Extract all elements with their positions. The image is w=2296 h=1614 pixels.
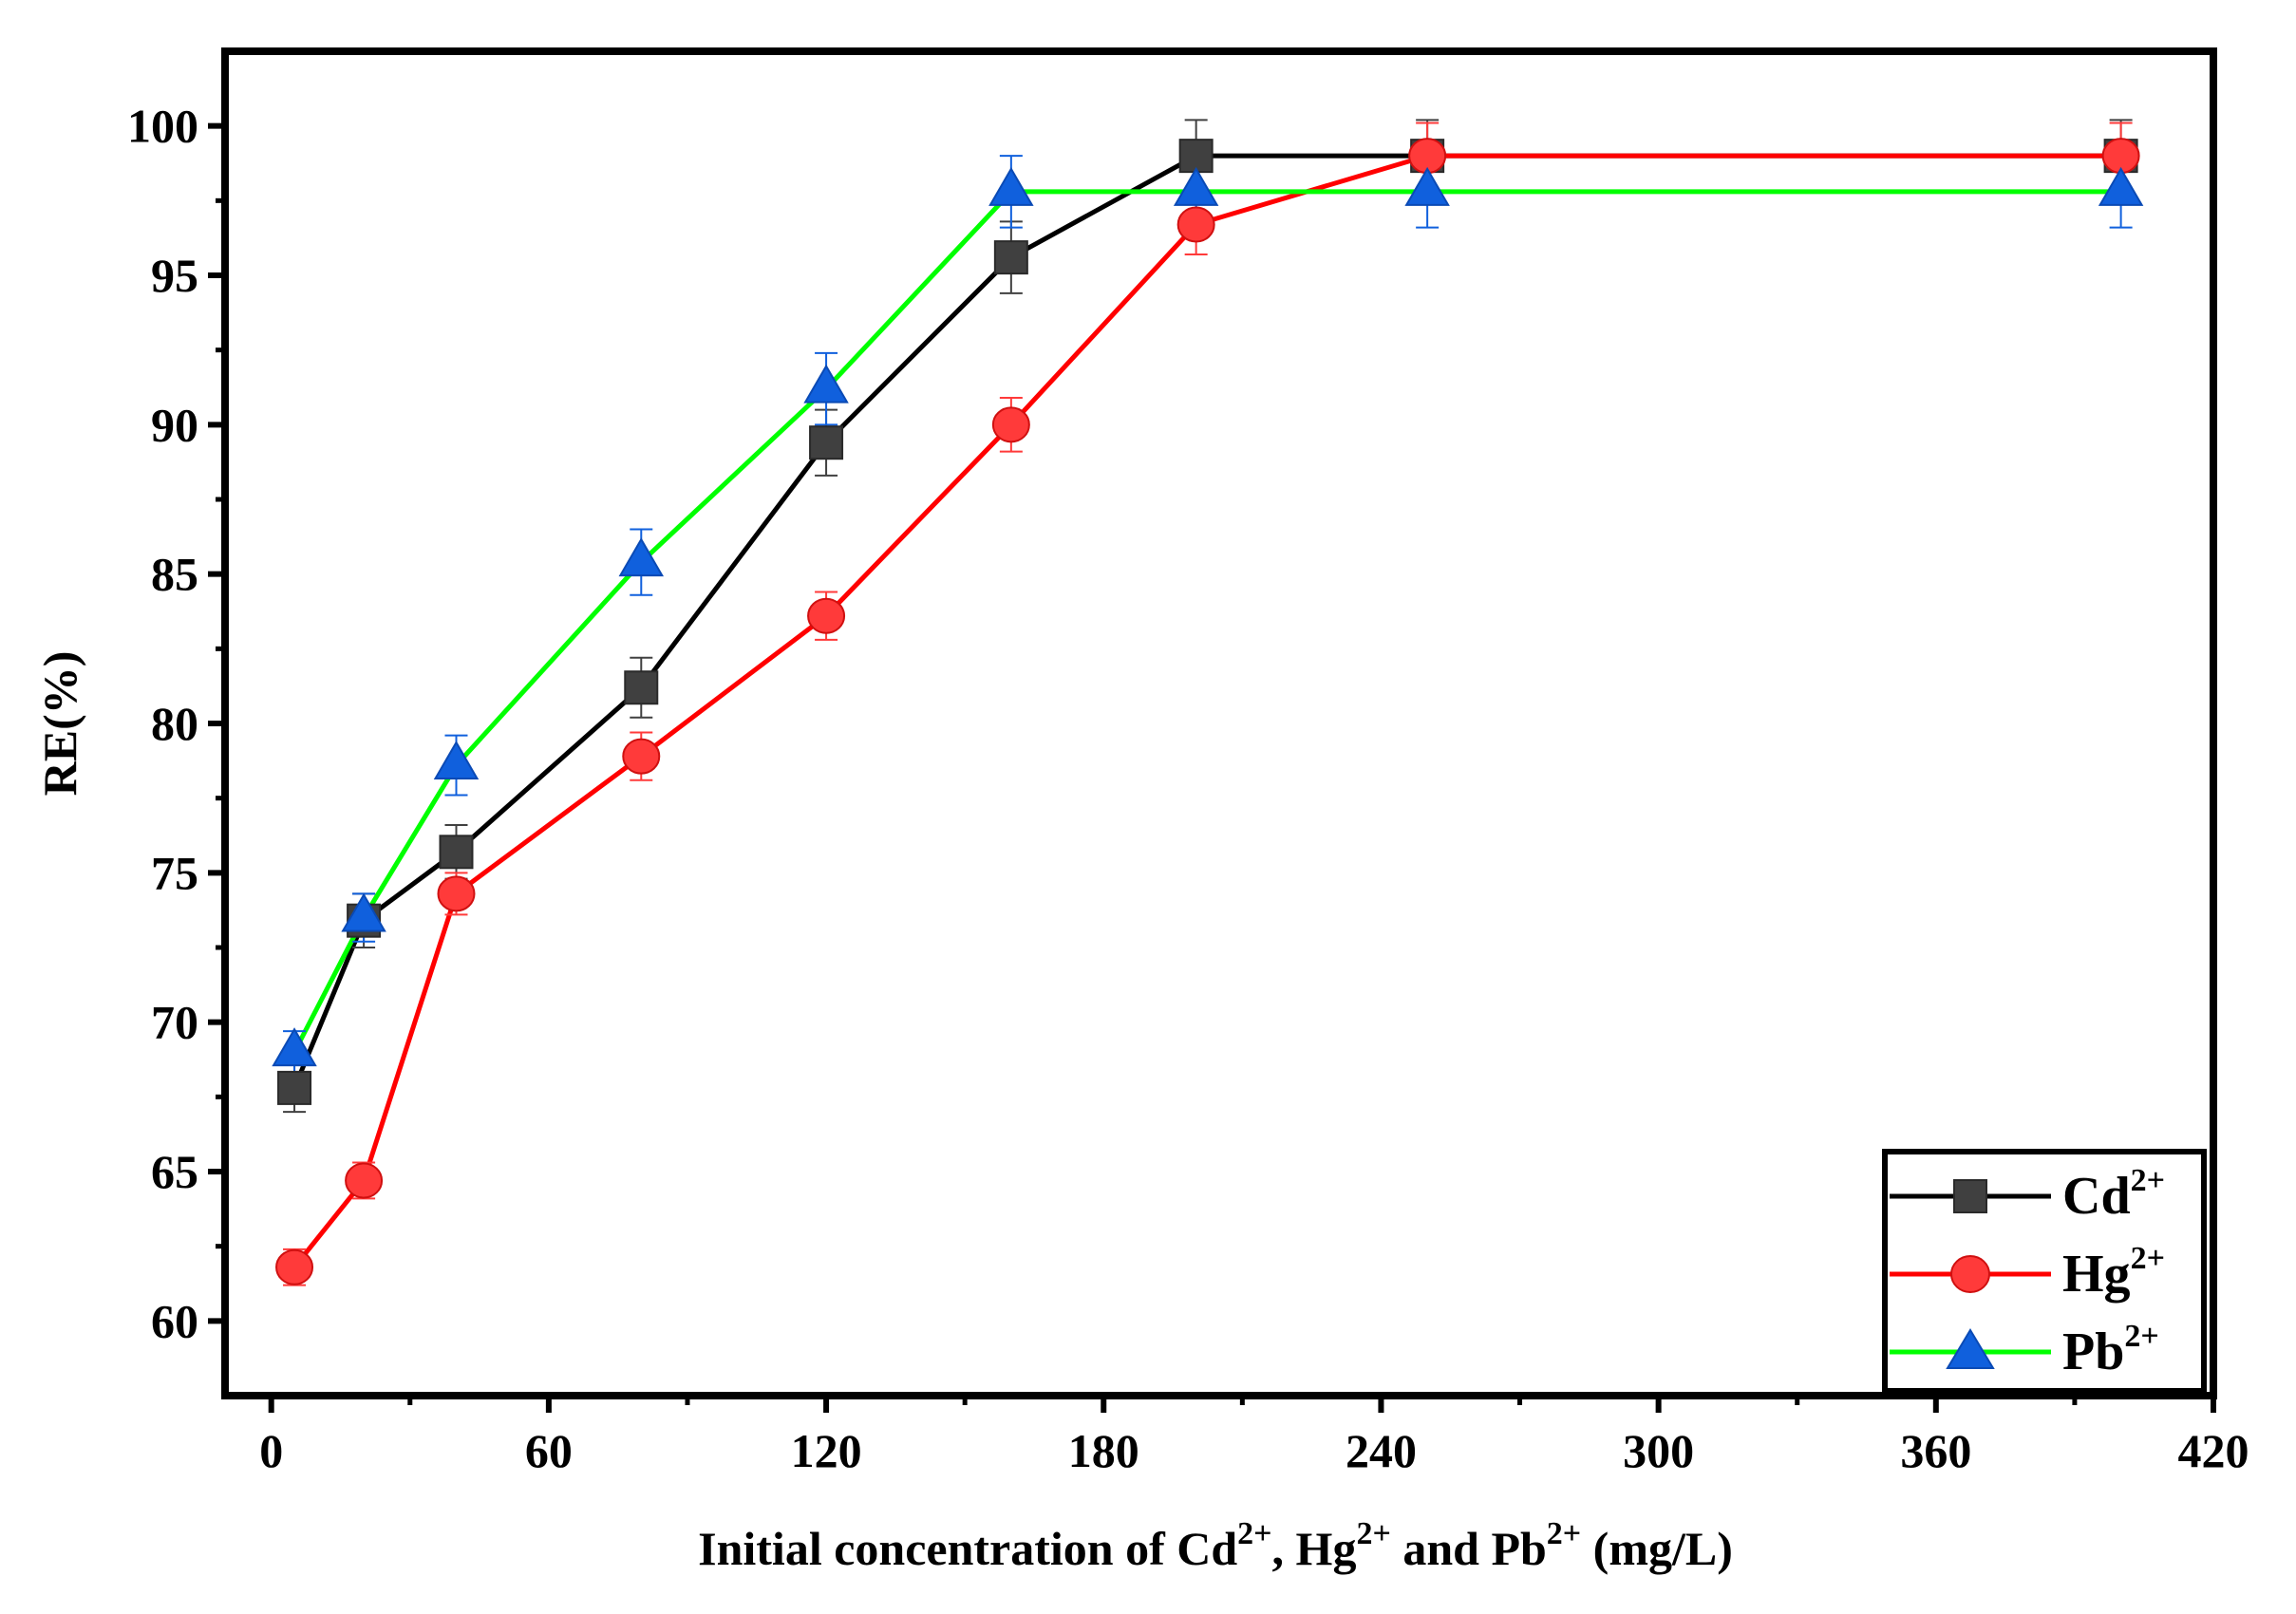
legend-entry-hg: Hg2+ [1890,1241,2165,1304]
x-axis-title-part-2: , Hg [1272,1522,1357,1575]
legend-label-hg-sup: 2+ [2131,1241,2165,1276]
y-tick-label: 100 [127,100,198,153]
y-tick-label: 70 [151,996,198,1049]
x-tick-label: 120 [791,1424,862,1477]
data-point-hg [437,875,476,912]
legend-label-hg-name: Hg [2062,1245,2131,1304]
data-point-cd [277,1070,312,1105]
data-point-pb [1404,166,1450,206]
legend-label-cd: Cd2+ [2062,1163,2165,1226]
x-axis-title-sup-2: 2+ [1356,1516,1390,1551]
data-point-pb [803,364,849,404]
y-tick-label: 85 [151,548,198,601]
x-tick-label: 0 [259,1424,283,1477]
data-point-hg [1176,206,1215,243]
data-point-cd [993,240,1028,275]
data-point-pb [2098,166,2144,206]
legend-marker-cd [1953,1179,1987,1213]
y-tick-label: 75 [151,846,198,899]
legend-label-pb-sup: 2+ [2124,1319,2158,1354]
data-point-pb [433,741,480,780]
y-tick-label: 90 [151,398,198,451]
ticks-layer: 60 65 70 75 80 85 90 95 100 0 60 120 180 240 300 360 420 [127,100,2249,1477]
legend-marker-hg [1950,1255,1990,1293]
legend-label-pb-name: Pb [2062,1323,2124,1381]
y-tick-label: 80 [151,697,198,750]
legend-entry-cd: Cd2+ [1890,1163,2165,1226]
series-layer [272,119,2144,1286]
x-tick-label: 240 [1346,1424,1417,1477]
legend-label-pb: Pb2+ [2062,1319,2159,1381]
data-point-pb [1173,166,1219,206]
x-tick-label: 60 [525,1424,573,1477]
legend-entry-pb: Pb2+ [1890,1319,2159,1381]
legend-label-cd-name: Cd [2062,1167,2131,1226]
data-point-cd [439,835,474,870]
data-point-cd [624,670,659,705]
x-tick-label: 420 [2178,1424,2249,1477]
data-point-pb [272,1027,317,1067]
data-point-cd [809,425,844,460]
x-tick-label: 300 [1623,1424,1694,1477]
y-axis-title: RE(%) [33,651,86,797]
x-axis-title: Initial concentration of Cd2+, Hg2+ and … [698,1516,1733,1575]
legend-label-cd-sup: 2+ [2131,1163,2165,1198]
data-point-hg [807,597,846,634]
legend-marker-pb [1946,1328,1995,1369]
data-point-hg [622,738,661,775]
y-tick-label: 65 [151,1145,198,1198]
y-tick-label: 95 [151,249,198,302]
x-axis-title-sup-3: 2+ [1547,1516,1581,1551]
x-axis-title-part-1: Initial concentration of Cd [698,1522,1237,1575]
x-axis-title-sup-1: 2+ [1237,1516,1271,1551]
data-point-hg [275,1248,314,1286]
data-point-hg [991,406,1030,443]
data-point-pb [988,166,1034,206]
data-point-pb [618,537,665,577]
series-markers [272,138,2144,1286]
x-tick-label: 180 [1068,1424,1139,1477]
x-axis-title-part-4: (mg/L) [1581,1522,1733,1575]
data-point-pb [341,892,386,932]
x-tick-label: 360 [1900,1424,1971,1477]
legend: Cd2+ Hg2+ Pb2+ [1882,1149,2207,1394]
x-axis-title-part-3: and Pb [1391,1522,1547,1575]
y-tick-label: 60 [151,1294,198,1347]
data-point-hg [345,1162,384,1199]
legend-label-hg: Hg2+ [2062,1241,2165,1304]
